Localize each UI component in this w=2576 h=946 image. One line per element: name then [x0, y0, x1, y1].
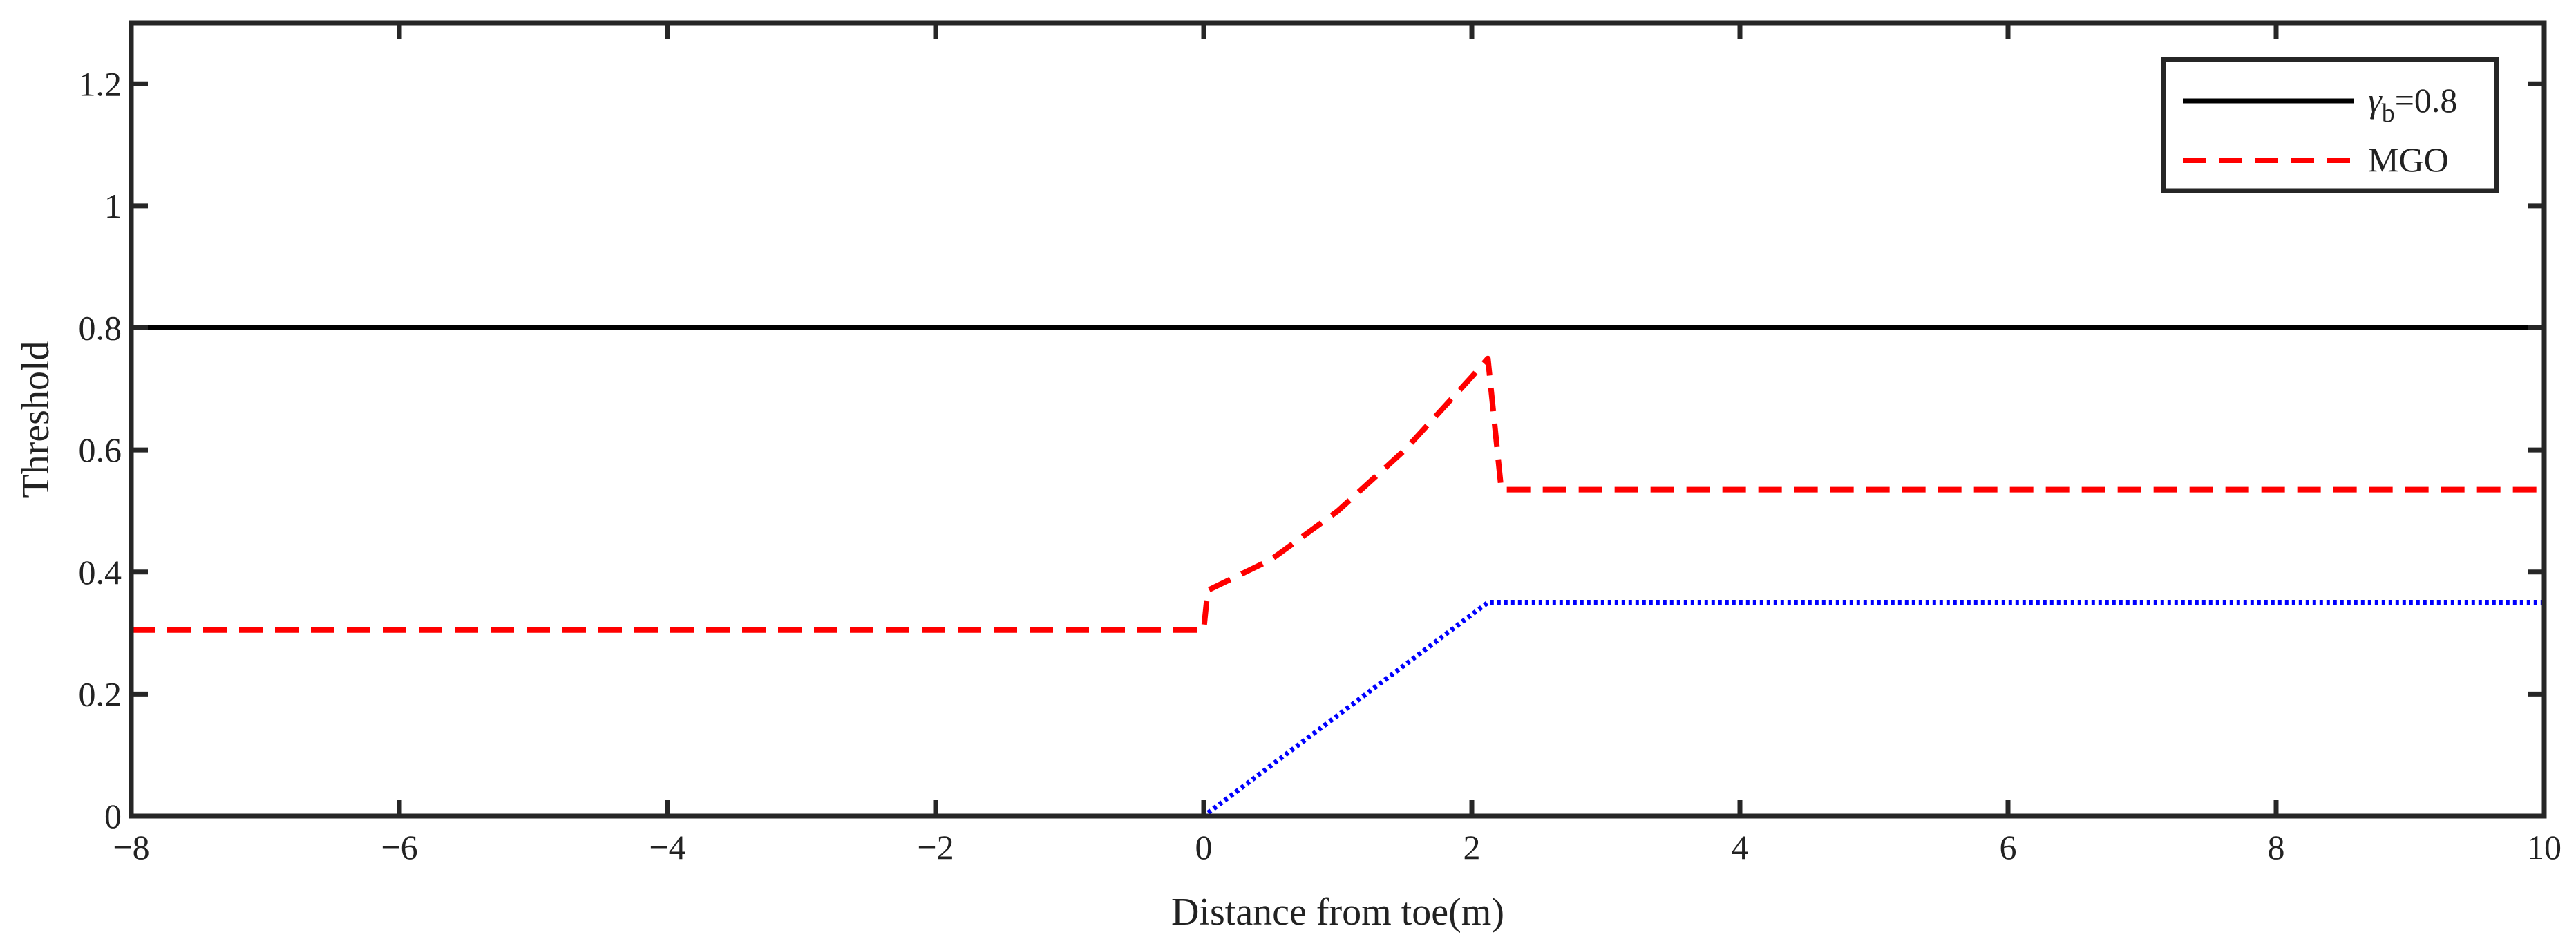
plot-frame: [129, 20, 2547, 819]
x-tick-label: −4: [649, 828, 685, 867]
y-tick-label: 1.2: [79, 64, 122, 103]
label-layer: −8 −6 −4 −2 0 2 4 6 8 10 0 0.2 0.4 0.6 0.8 1 1.2: [79, 64, 2562, 867]
legend-gamma-subscript: b: [2382, 99, 2395, 128]
y-tick-label: 0.2: [79, 674, 122, 713]
series-line-dotted: [131, 600, 2544, 819]
tick-layer: [129, 23, 2547, 819]
y-tick-label: 0.8: [79, 309, 122, 348]
x-tick-label: −8: [113, 828, 149, 867]
x-tick-label: 0: [1195, 828, 1213, 867]
series-line-mgo: [131, 355, 2544, 633]
legend-gamma-value: =0.8: [2395, 81, 2458, 120]
y-tick-label: 0.4: [79, 553, 122, 592]
y-tick-label: 0.6: [79, 431, 122, 469]
x-tick-label: 4: [1732, 828, 1749, 867]
x-tick-label: 2: [1464, 828, 1481, 867]
legend: γb=0.8 MGO: [2161, 57, 2499, 193]
legend-gamma-symbol: γ: [2368, 81, 2383, 120]
y-tick-label: 0: [104, 797, 122, 835]
x-tick-label: 10: [2527, 828, 2561, 867]
y-tick-label: 1: [104, 187, 122, 225]
x-tick-label: −2: [917, 828, 954, 867]
x-tick-label: −6: [381, 828, 417, 867]
x-tick-label: 8: [2268, 828, 2285, 867]
x-tick-label: 6: [2000, 828, 2017, 867]
x-axis-label: Distance from toe(m): [1171, 891, 1504, 934]
legend-label-mgo: MGO: [2368, 140, 2449, 179]
legend-label-gamma: γb=0.8: [2368, 81, 2457, 128]
series-layer: [131, 325, 2544, 819]
y-axis-label: Threshold: [15, 341, 57, 498]
legend-box: [2161, 57, 2499, 193]
